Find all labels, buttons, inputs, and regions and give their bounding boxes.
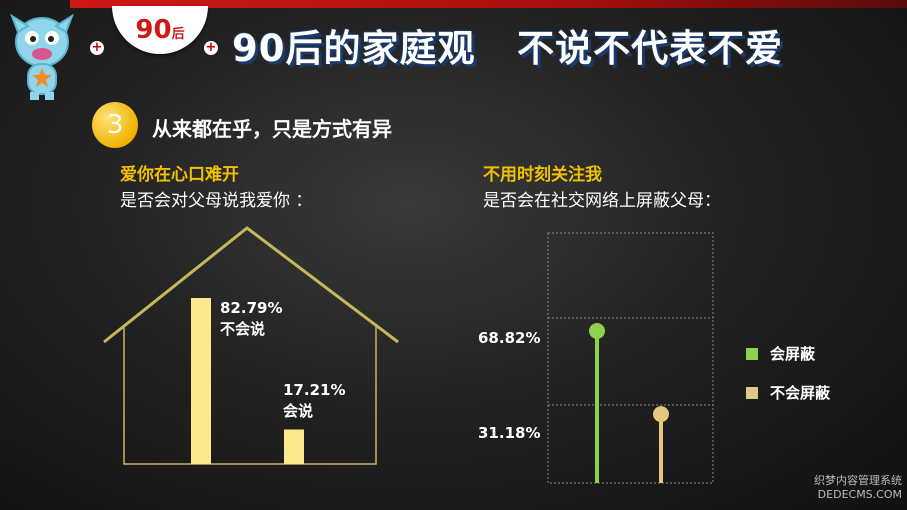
label-wont-say: 82.79% 不会说 <box>220 298 282 340</box>
bar-will-say <box>284 429 304 464</box>
bar-wont-say <box>191 298 211 464</box>
plus-icon-right: + <box>204 40 218 55</box>
value-block: 68.82% <box>478 329 541 347</box>
value-wont-say: 82.79% <box>220 299 283 317</box>
label-will-say: 17.21% 会说 <box>283 380 345 422</box>
legend-block: 会屏蔽 <box>746 343 815 364</box>
legend-swatch-no-block <box>746 387 758 399</box>
page-title: 90后的家庭观 不说不代表不爱 <box>232 27 784 70</box>
watermark-line2: DEDECMS.COM <box>817 488 902 501</box>
left-subtitle: 爱你在心口难开 <box>120 165 239 185</box>
dot-block <box>589 323 605 339</box>
legend-no-block: 不会屏蔽 <box>746 382 830 403</box>
value-no-block: 31.18% <box>478 424 541 442</box>
legend-label-block: 会屏蔽 <box>770 345 816 363</box>
house-roof <box>103 226 399 344</box>
section-title: 从来都在乎，只是方式有异 <box>152 117 392 141</box>
right-question: 是否会在社交网络上屏蔽父母： <box>483 191 721 211</box>
left-question: 是否会对父母说我爱你 ： <box>120 191 313 211</box>
grid-frame <box>547 232 714 484</box>
right-subtitle: 不用时刻关注我 <box>483 165 602 185</box>
value-will-say: 17.21% <box>283 381 346 399</box>
dot-no-block <box>653 406 669 423</box>
legend-label-no-block: 不会屏蔽 <box>770 384 831 402</box>
badge-suffix: 后 <box>171 27 185 42</box>
category-will-say: 会说 <box>283 402 314 420</box>
badge-number: 90 <box>135 15 172 45</box>
section-number: 3 <box>92 102 138 148</box>
category-wont-say: 不会说 <box>220 320 266 338</box>
watermark: 织梦内容管理系统 DEDECMS.COM <box>798 474 902 502</box>
plus-icon-left: + <box>90 40 104 55</box>
watermark-line1: 织梦内容管理系统 <box>814 474 902 487</box>
mascot-logo <box>10 13 74 100</box>
house-walls <box>123 326 377 465</box>
top-bar <box>70 0 907 8</box>
legend-swatch-block <box>746 348 758 360</box>
